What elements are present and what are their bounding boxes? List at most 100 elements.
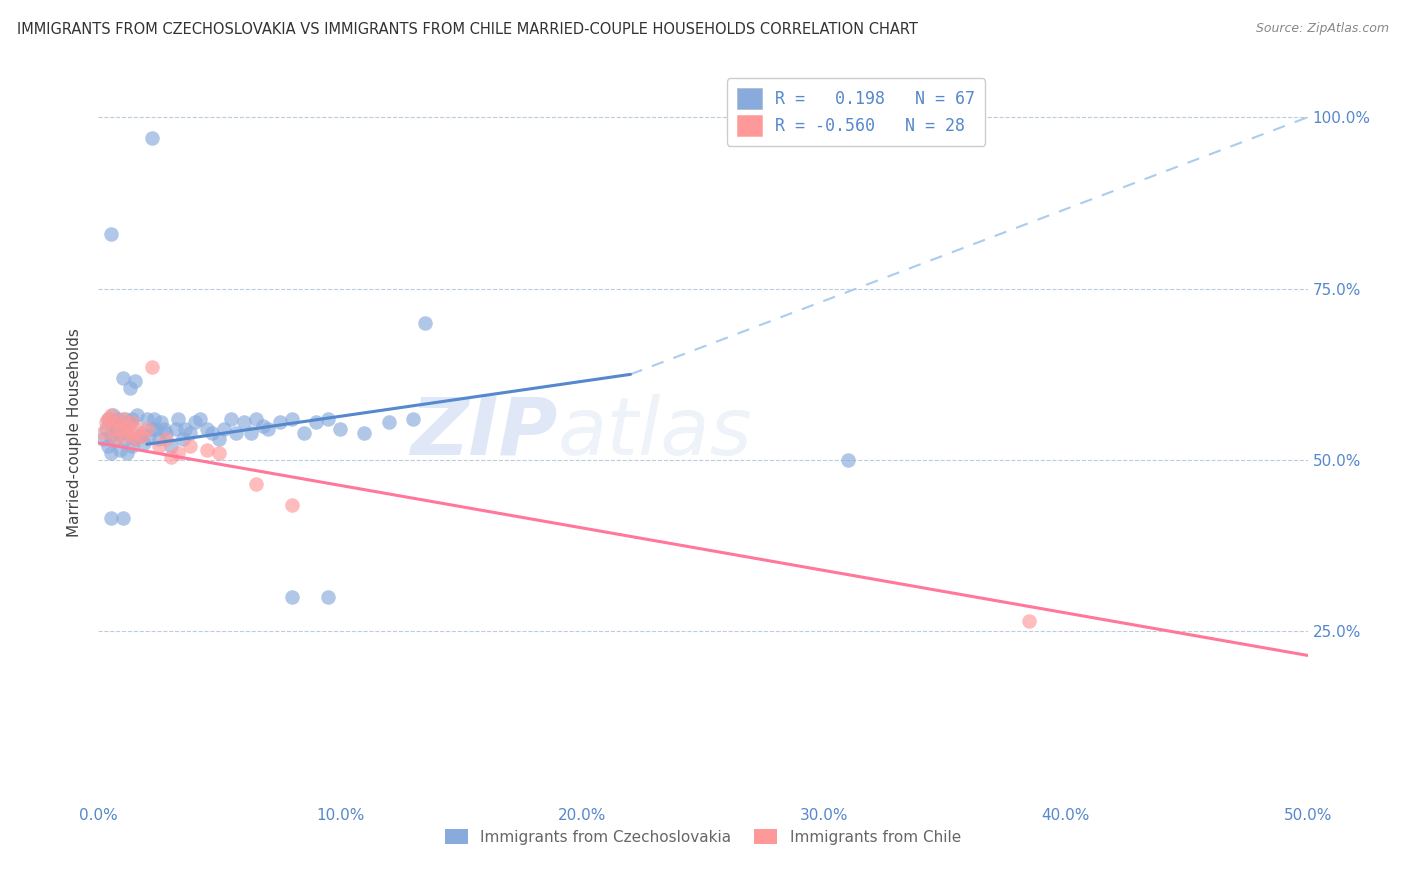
Y-axis label: Married-couple Households: Married-couple Households: [67, 328, 83, 537]
Point: [94, 422, 117, 436]
Point: [97, 439, 120, 453]
Point: [100, 446, 122, 460]
Point: [316, 590, 339, 604]
Point: [281, 412, 304, 426]
Point: [118, 425, 141, 440]
Point: [329, 422, 352, 436]
Point: [212, 422, 235, 436]
Point: [141, 422, 163, 436]
Point: [118, 415, 141, 429]
Point: [101, 409, 124, 423]
Point: [104, 433, 127, 447]
Point: [111, 412, 134, 426]
Point: [292, 425, 315, 440]
Point: [94, 415, 117, 429]
Point: [118, 381, 141, 395]
Legend: Immigrants from Czechoslovakia, Immigrants from Chile: Immigrants from Czechoslovakia, Immigran…: [439, 822, 967, 851]
Point: [97, 412, 120, 426]
Point: [108, 422, 131, 436]
Point: [121, 412, 143, 426]
Point: [281, 590, 304, 604]
Point: [269, 415, 291, 429]
Point: [160, 439, 183, 453]
Point: [245, 412, 267, 426]
Point: [91, 425, 114, 440]
Point: [111, 371, 134, 385]
Point: [225, 425, 247, 440]
Point: [143, 412, 166, 426]
Point: [134, 436, 156, 450]
Point: [117, 425, 139, 440]
Point: [145, 422, 167, 436]
Point: [316, 412, 339, 426]
Point: [208, 446, 231, 460]
Point: [165, 422, 187, 436]
Point: [101, 422, 124, 436]
Point: [131, 425, 153, 440]
Point: [172, 433, 194, 447]
Point: [127, 422, 149, 436]
Point: [232, 415, 254, 429]
Point: [201, 425, 224, 440]
Point: [108, 425, 131, 440]
Point: [155, 433, 177, 447]
Point: [195, 442, 218, 457]
Point: [221, 412, 243, 426]
Point: [179, 439, 201, 453]
Point: [402, 412, 425, 426]
Point: [100, 409, 122, 423]
Point: [305, 415, 328, 429]
Point: [108, 442, 131, 457]
Point: [150, 415, 173, 429]
Point: [135, 422, 157, 436]
Point: [107, 415, 129, 429]
Point: [100, 227, 122, 241]
Point: [111, 418, 134, 433]
Point: [114, 429, 136, 443]
Point: [413, 316, 436, 330]
Point: [1018, 614, 1040, 628]
Point: [155, 425, 177, 440]
Point: [148, 439, 170, 453]
Point: [141, 131, 163, 145]
Text: ZIP: ZIP: [411, 393, 558, 472]
Point: [167, 412, 190, 426]
Point: [131, 429, 153, 443]
Point: [179, 425, 201, 440]
Point: [100, 511, 122, 525]
Point: [114, 433, 136, 447]
Point: [167, 446, 190, 460]
Point: [837, 453, 859, 467]
Point: [100, 429, 122, 443]
Point: [141, 360, 163, 375]
Point: [104, 415, 127, 429]
Point: [152, 422, 174, 436]
Point: [160, 450, 183, 464]
Point: [195, 422, 218, 436]
Point: [256, 422, 278, 436]
Text: IMMIGRANTS FROM CZECHOSLOVAKIA VS IMMIGRANTS FROM CHILE MARRIED-COUPLE HOUSEHOLD: IMMIGRANTS FROM CZECHOSLOVAKIA VS IMMIGR…: [17, 22, 918, 37]
Point: [121, 439, 143, 453]
Text: Source: ZipAtlas.com: Source: ZipAtlas.com: [1256, 22, 1389, 36]
Point: [121, 415, 143, 429]
Point: [208, 433, 231, 447]
Point: [184, 415, 207, 429]
Point: [128, 429, 150, 443]
Text: atlas: atlas: [558, 393, 752, 472]
Point: [138, 429, 160, 443]
Point: [114, 412, 136, 426]
Point: [188, 412, 211, 426]
Point: [117, 446, 139, 460]
Point: [245, 477, 267, 491]
Point: [239, 425, 262, 440]
Point: [117, 418, 139, 433]
Point: [107, 412, 129, 426]
Point: [127, 409, 149, 423]
Point: [148, 433, 170, 447]
Point: [281, 498, 304, 512]
Point: [91, 433, 114, 447]
Point: [104, 433, 127, 447]
Point: [124, 374, 146, 388]
Point: [377, 415, 399, 429]
Point: [135, 412, 157, 426]
